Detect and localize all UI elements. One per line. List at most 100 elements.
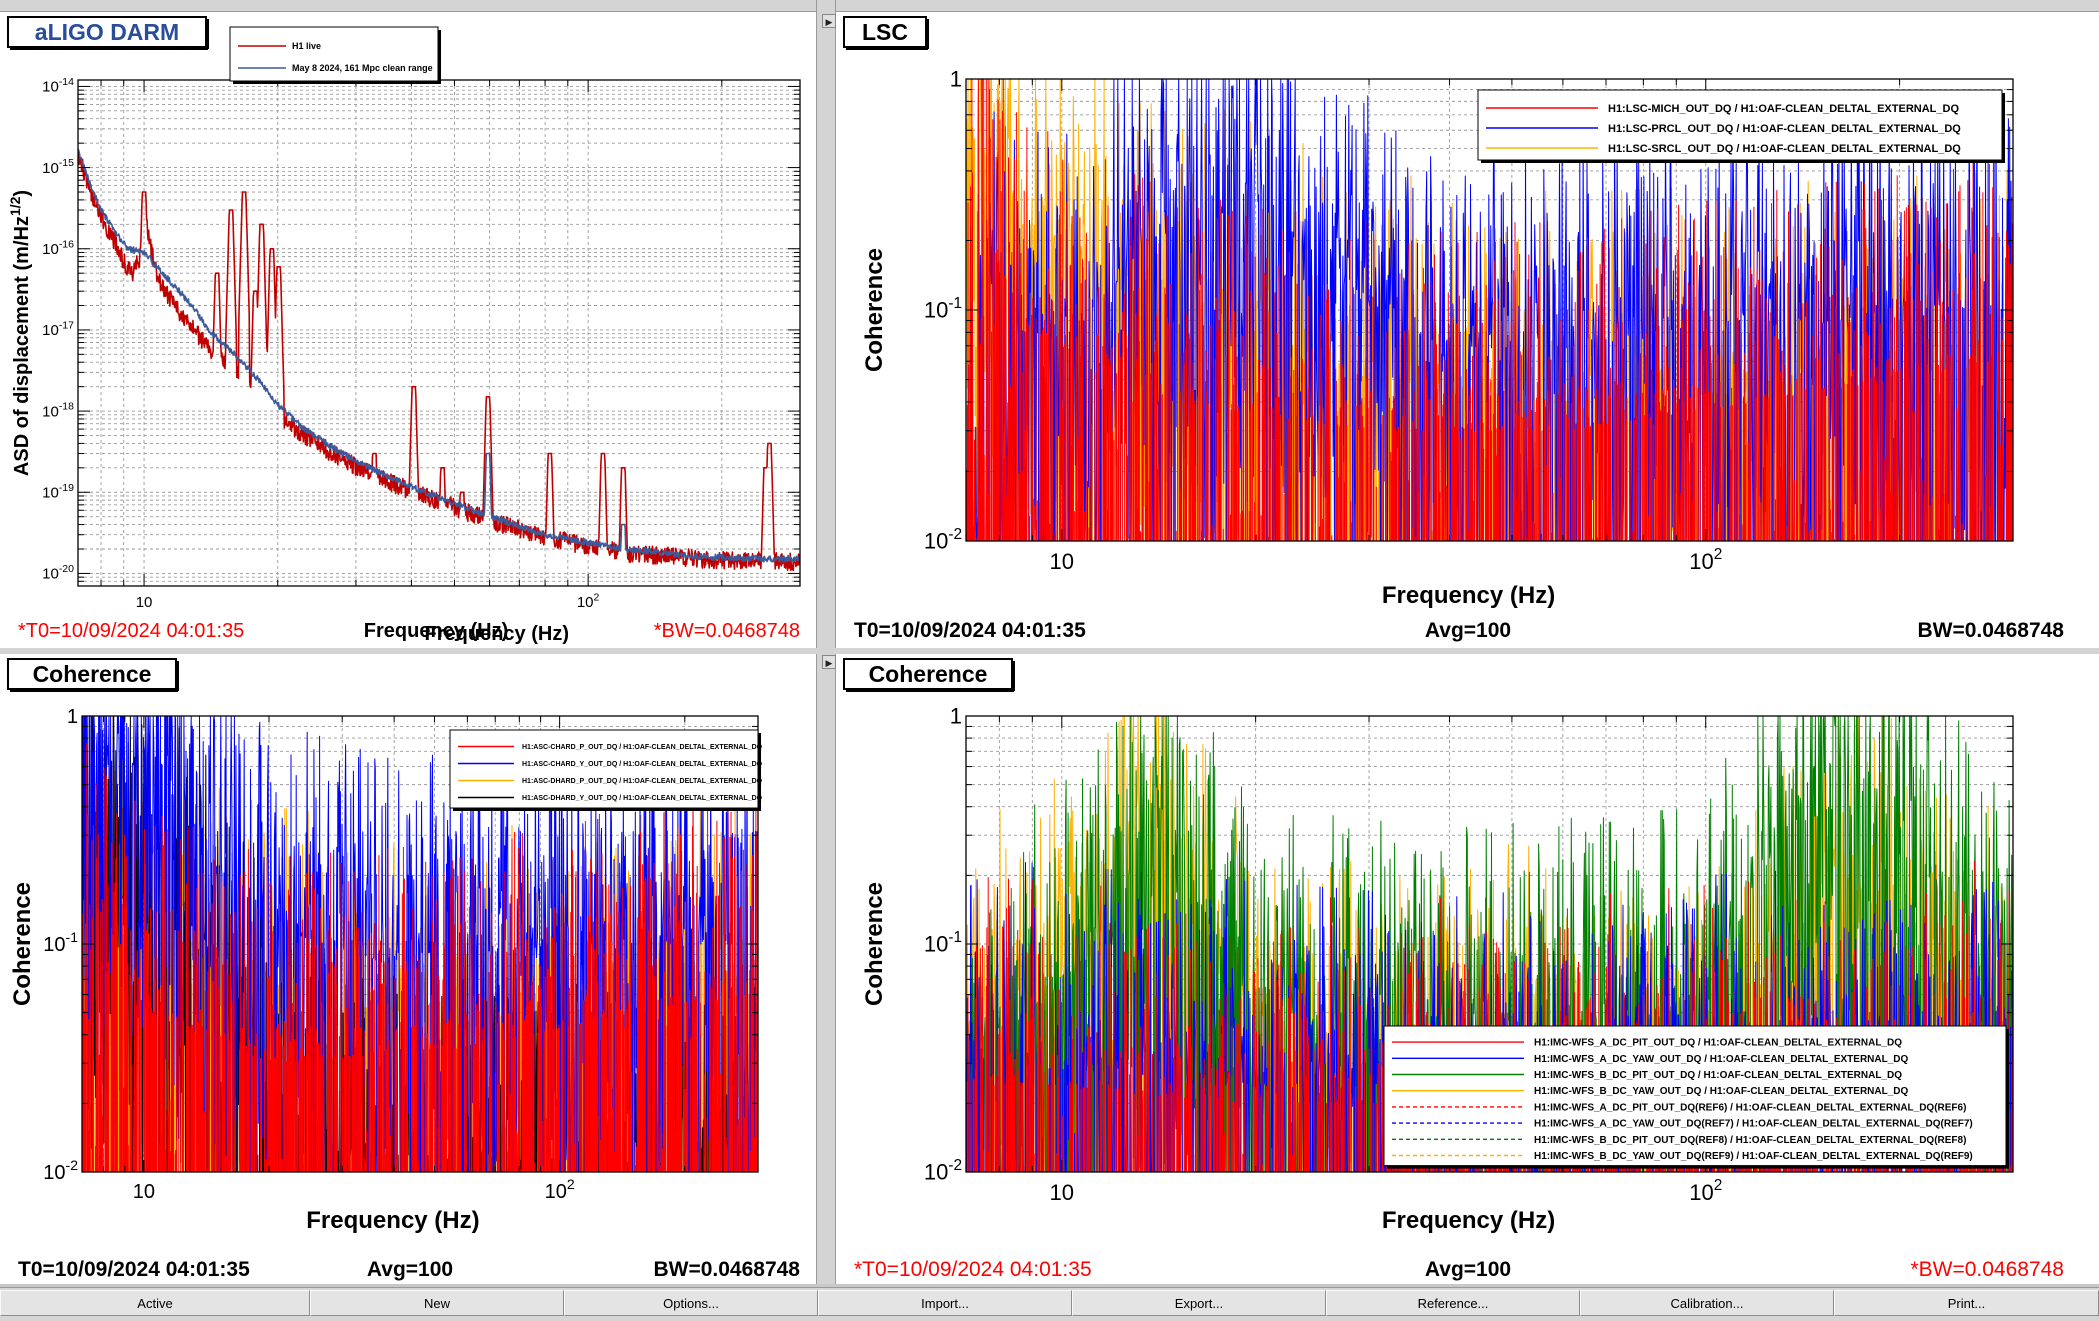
window-top-strip — [0, 0, 2099, 12]
x-tick-label: 10 — [1050, 549, 1074, 574]
y-tick-label: 10-1 — [43, 929, 78, 956]
triangle-right-icon[interactable]: ▶ — [822, 14, 836, 28]
y-tick-label: 10-17 — [42, 319, 74, 339]
pad-darm[interactable]: aLIGO DARM 10 102 10-14 10-15 10-16 10-17 10-18… — [0, 12, 816, 648]
panel-title: Coherence — [869, 661, 988, 687]
legend-label: H1:LSC-SRCL_OUT_DQ / H1:OAF-CLEAN_DELTAL… — [1608, 143, 1961, 155]
stamp-bw: *BW=0.0468748 — [654, 620, 800, 642]
triangle-right-icon[interactable]: ▶ — [822, 655, 836, 669]
y-axis-label: ASD of displacement (m/Hz1/2) — [7, 190, 33, 476]
legend-label: H1:IMC-WFS_A_DC_YAW_OUT_DQ / H1:OAF-CLEA… — [1534, 1054, 1909, 1065]
legend-label: H1:IMC-WFS_B_DC_PIT_OUT_DQ / H1:OAF-CLEA… — [1534, 1070, 1902, 1081]
x-tick-label: 10 — [1050, 1180, 1074, 1205]
y-tick-label: 10-2 — [43, 1157, 78, 1184]
y-tick-label: 10-1 — [924, 929, 962, 957]
y-tick-label: 10-2 — [924, 526, 962, 554]
y-tick-label: 1 — [67, 706, 78, 728]
series-group — [966, 79, 2013, 541]
y-tick-label: 10-19 — [42, 482, 74, 502]
asc-coherence-chart: Coherence 10 102 1 10-1 10-2 Frequency (Hz) Coh… — [7, 658, 800, 1281]
y-axis-label: Coherence — [861, 248, 888, 372]
y-tick-label: 10-2 — [924, 1157, 962, 1185]
print-button[interactable]: Print... — [1834, 1290, 2099, 1316]
stamp-mid: Avg=100 — [1425, 619, 1511, 642]
imc-coherence-chart: Coherence 10 102 1 10-1 10-2 Frequency (Hz) Coh… — [843, 658, 2064, 1281]
stamp-bw: BW=0.0468748 — [653, 1258, 800, 1281]
import-button[interactable]: Import... — [818, 1290, 1072, 1316]
pad-asc-coherence[interactable]: Coherence 10 102 1 10-1 10-2 Frequency (Hz) Coh… — [0, 654, 816, 1284]
x-tick-label: 10 — [136, 594, 153, 611]
legend-label: H1:IMC-WFS_B_DC_YAW_OUT_DQ(REF9) / H1:OA… — [1534, 1151, 1973, 1162]
x-axis-label: Frequency (Hz) — [1382, 582, 1555, 609]
panel-title-box: LSC — [843, 16, 929, 50]
darm-asd-chart: aLIGO DARM 10 102 10-14 10-15 10-16 10-17 10-18… — [7, 16, 801, 645]
y-tick-label: 10-1 — [924, 295, 962, 323]
lsc-coherence-chart: LSC 10 102 1 10-1 10-2 Frequency (Hz) Coherence… — [843, 16, 2064, 642]
axis-ticks — [966, 78, 2014, 542]
y-axis-label: Coherence — [861, 882, 888, 1006]
panel-title-box: Coherence — [843, 658, 1015, 692]
horizontal-splitter[interactable] — [0, 648, 2099, 654]
legend-label: H1:LSC-MICH_OUT_DQ / H1:OAF-CLEAN_DELTAL… — [1608, 103, 1959, 115]
new-button[interactable]: New — [310, 1290, 564, 1316]
legend-label: H1:IMC-WFS_A_DC_YAW_OUT_DQ(REF7) / H1:OA… — [1534, 1119, 1973, 1130]
export-button[interactable]: Export... — [1072, 1290, 1326, 1316]
y-tick-label: 1 — [950, 704, 962, 729]
stamp-t0: *T0=10/09/2024 04:01:35 — [854, 1258, 1092, 1281]
x-tick-label: 102 — [1689, 1177, 1722, 1205]
legend-label: May 8 2024, 161 Mpc clean range — [292, 63, 433, 73]
stamp-t0: T0=10/09/2024 04:01:35 — [854, 619, 1086, 642]
x-tick-label: 102 — [1689, 546, 1722, 574]
options-button[interactable]: Options... — [564, 1290, 818, 1316]
y-tick-label: 1 — [950, 67, 962, 92]
y-tick-label: 10-15 — [42, 157, 74, 177]
legend-label: H1:ASC-DHARD_Y_OUT_DQ / H1:OAF-CLEAN_DEL… — [522, 795, 763, 802]
legend-label: H1:ASC-DHARD_P_OUT_DQ / H1:OAF-CLEAN_DEL… — [522, 778, 763, 785]
legend-label: H1:IMC-WFS_B_DC_PIT_OUT_DQ(REF8) / H1:OA… — [1534, 1135, 1966, 1146]
x-axis-label: Frequency (Hz) — [425, 623, 569, 645]
x-tick-label: 10 — [133, 1181, 155, 1203]
pad-imc-coherence[interactable]: Coherence 10 102 1 10-1 10-2 Frequency (Hz) Coh… — [836, 654, 2099, 1284]
series-line-0 — [78, 150, 800, 572]
y-tick-label: 10-16 — [42, 238, 74, 258]
legend-label: H1:LSC-PRCL_OUT_DQ / H1:OAF-CLEAN_DELTAL… — [1608, 123, 1961, 135]
y-tick-label: 10-18 — [42, 401, 74, 421]
panel-title: Coherence — [33, 661, 152, 687]
stamp-t0: T0=10/09/2024 04:01:35 — [18, 1258, 250, 1281]
reference-button[interactable]: Reference... — [1326, 1290, 1580, 1316]
x-axis-label: Frequency (Hz) — [306, 1207, 479, 1234]
legend-box — [449, 729, 759, 809]
panel-title: aLIGO DARM — [35, 19, 179, 45]
series-group — [78, 148, 800, 572]
legend: H1:LSC-MICH_OUT_DQ / H1:OAF-CLEAN_DELTAL… — [1477, 89, 2005, 163]
axis-ticks — [966, 715, 2014, 1173]
panel-title-box: Coherence — [7, 658, 179, 692]
legend-label: H1 live — [292, 41, 321, 51]
pad-lsc[interactable]: LSC 10 102 1 10-1 10-2 Frequency (Hz) Coherence… — [836, 12, 2099, 648]
x-tick-label: 102 — [577, 591, 600, 611]
legend-box — [1383, 1025, 2007, 1167]
panel-title-box: aLIGO DARM — [7, 16, 209, 50]
x-axis-label: Frequency (Hz) — [1382, 1207, 1555, 1234]
legend-box — [229, 26, 439, 82]
legend-label: H1:ASC-CHARD_P_OUT_DQ / H1:OAF-CLEAN_DEL… — [522, 744, 763, 751]
active-button[interactable]: Active — [0, 1290, 310, 1316]
stamp-mid: Avg=100 — [367, 1258, 453, 1281]
stamp-bw: BW=0.0468748 — [1917, 619, 2064, 642]
legend: H1 live May 8 2024, 161 Mpc clean range — [229, 26, 441, 84]
legend-label: H1:ASC-CHARD_Y_OUT_DQ / H1:OAF-CLEAN_DEL… — [522, 761, 763, 768]
series-line-2 — [966, 79, 2013, 541]
stamp-t0: *T0=10/09/2024 04:01:35 — [18, 620, 244, 642]
vertical-splitter[interactable] — [816, 0, 836, 1284]
calibration-button[interactable]: Calibration... — [1580, 1290, 1834, 1316]
series-line-1 — [78, 148, 800, 563]
legend-label: H1:IMC-WFS_B_DC_YAW_OUT_DQ / H1:OAF-CLEA… — [1534, 1086, 1909, 1097]
axis-ticks — [78, 80, 801, 586]
y-tick-label: 10-14 — [42, 76, 74, 96]
series-line-1 — [966, 716, 2013, 1172]
y-tick-label: 10-20 — [42, 563, 74, 583]
legend: H1:ASC-CHARD_P_OUT_DQ / H1:OAF-CLEAN_DEL… — [449, 729, 763, 811]
stamp-bw: *BW=0.0468748 — [1910, 1258, 2064, 1281]
panel-title: LSC — [862, 19, 908, 45]
y-axis-label: Coherence — [9, 882, 36, 1006]
